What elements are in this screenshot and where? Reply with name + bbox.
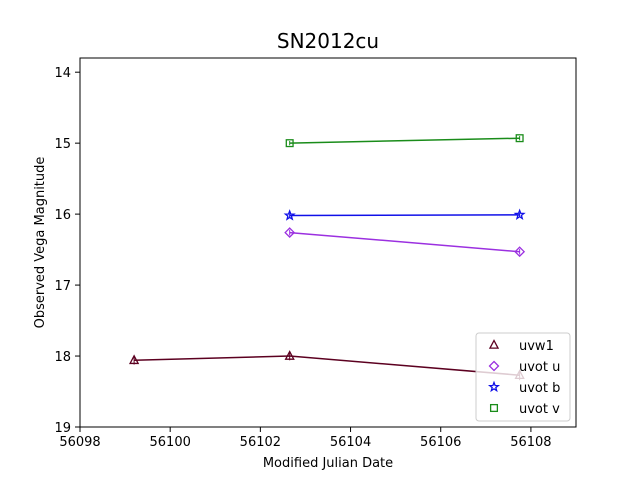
plot-area xyxy=(128,134,526,381)
x-tick-label-4: 56106 xyxy=(420,435,461,450)
legend-marker-3 xyxy=(489,403,499,413)
legend-marker-0 xyxy=(488,339,500,349)
data-point-0-0 xyxy=(128,354,140,365)
x-tick-label-2: 56102 xyxy=(240,435,281,450)
data-point-1-0 xyxy=(284,227,296,238)
legend-label-1: uvot u xyxy=(519,360,560,375)
x-tick-label-3: 56104 xyxy=(330,435,371,450)
legend-label-3: uvot v xyxy=(519,402,560,417)
y-tick-label-2: 16 xyxy=(54,208,71,223)
legend-label-2: uvot b xyxy=(519,381,560,396)
series-3 xyxy=(285,134,524,148)
legend: uvw1 uvot u uvot b uvot v xyxy=(475,332,571,422)
plot-frame xyxy=(79,57,577,428)
x-tick-label-1: 56100 xyxy=(150,435,191,450)
data-point-2-0 xyxy=(283,209,296,221)
data-point-3-1 xyxy=(515,134,524,143)
y-axis-label: Observed Vega Magnitude xyxy=(33,157,48,329)
data-point-2-1 xyxy=(513,208,526,220)
y-tick-label-0: 14 xyxy=(54,66,71,81)
x-axis-label: Modified Julian Date xyxy=(263,456,393,471)
legend-marker-2 xyxy=(487,380,501,393)
series-1 xyxy=(284,227,526,258)
data-point-3-0 xyxy=(285,139,294,148)
legend-marker-1 xyxy=(488,360,500,372)
y-tick-label-1: 15 xyxy=(54,137,71,152)
data-point-0-1 xyxy=(284,350,295,360)
y-tick-label-5: 19 xyxy=(54,421,71,436)
series-line-1 xyxy=(289,231,520,253)
legend-label-0: uvw1 xyxy=(519,339,554,354)
x-tick-label-5: 56108 xyxy=(510,435,551,450)
series-line-2 xyxy=(289,214,520,217)
series-2 xyxy=(283,208,526,221)
axis-ticks: 56098 56100 56102 56104 56106 56108 14 15 16 17 18… xyxy=(54,66,551,450)
chart-title: SN2012cu xyxy=(277,29,379,53)
legend-box xyxy=(475,332,571,422)
y-tick-label-4: 18 xyxy=(54,350,71,365)
data-point-1-1 xyxy=(514,246,526,258)
y-tick-label-3: 17 xyxy=(54,279,71,294)
x-tick-label-0: 56098 xyxy=(59,435,100,450)
series-line-3 xyxy=(289,137,520,144)
